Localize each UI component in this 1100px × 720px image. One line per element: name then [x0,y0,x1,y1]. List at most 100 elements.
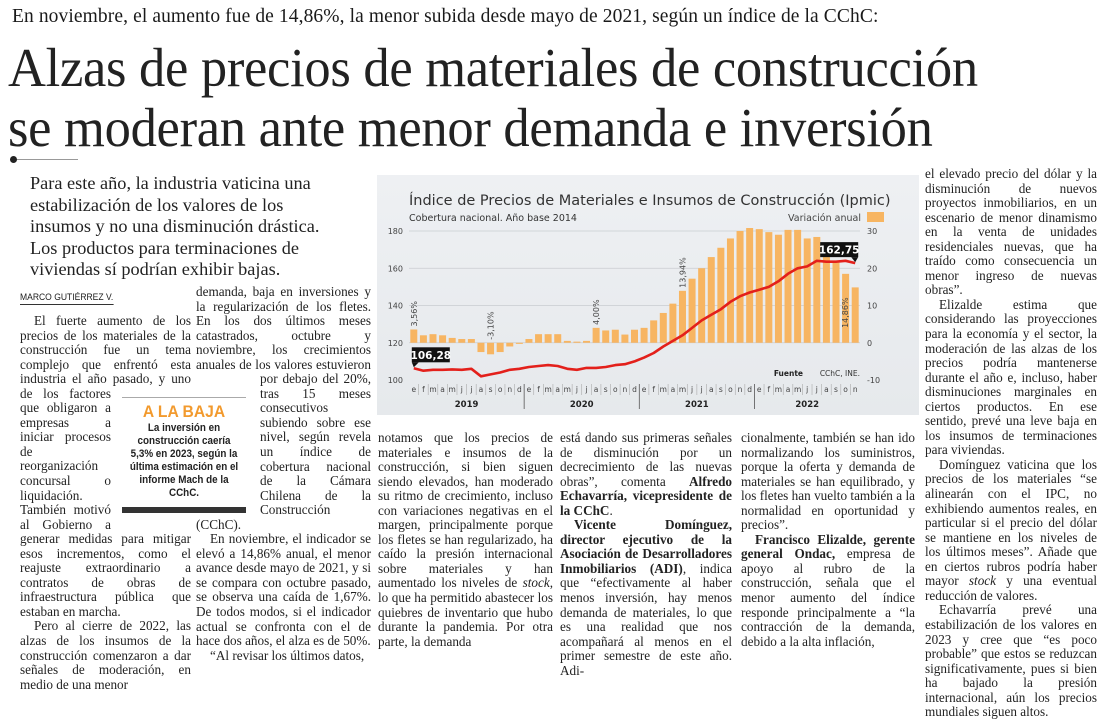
text-run: Echavarría prevé una estabilización de l… [925,602,1097,720]
sidebar-rule [122,507,246,513]
bar [688,278,696,343]
month-label: n [738,385,743,394]
chart: Índice de Precios de Materiales e Insumo… [377,175,919,415]
text-run: notamos que los precios de materiales e … [378,430,553,591]
bar [621,334,629,343]
italic-run: stock [968,573,997,589]
sidebar-heading: A LA BAJA [142,402,226,421]
text-run: Pero al cierre de 2022, las alzas de los… [20,618,191,692]
bar [563,340,571,343]
left-tick-label: 140 [388,302,403,311]
month-label: e [642,385,647,394]
left-tick-label: 100 [388,376,403,385]
bar [487,342,495,355]
italic-run: stock [522,575,550,591]
paragraph: Domínguez vaticina que los precios de lo… [925,456,1097,603]
bar [832,262,840,343]
text-run: Elizalde estima que considerando las pro… [925,296,1097,458]
article-column-4: está dando sus primeras señales de dismi… [560,430,732,678]
year-label: 2021 [685,400,709,410]
bar [813,236,821,343]
text-run: El fuerte aumento de los precios de los … [20,313,191,619]
paragraph: El fuerte aumento de los precios de los … [20,313,191,619]
bar [755,229,763,343]
bar [592,327,600,343]
month-label: e [411,385,416,394]
bar [477,342,485,353]
month-label: o [728,385,733,394]
month-label: j [815,385,818,394]
month-label: s [604,385,608,394]
bar-value-label: 3,56% [410,301,419,327]
year-label: 2019 [455,400,479,410]
month-label: o [498,385,503,394]
paragraph: cionalmente, también se han ido normaliz… [741,430,915,533]
legend-swatch [867,212,884,222]
month-label: a [440,385,445,394]
month-label: n [623,385,628,394]
article-column-5: cionalmente, también se han ido normaliz… [741,430,915,649]
bar [554,334,562,343]
bar [419,335,427,343]
bar [467,339,475,343]
ornament-divider [10,156,78,163]
text-run: demanda, baja en inversiones y la regula… [196,284,371,532]
callout-pointer [851,257,859,263]
bar [458,339,466,343]
month-label: m [660,385,667,394]
paragraph: En noviembre, el indicador se elevó a 14… [196,532,371,648]
byline: MARCO GUTIÉRREZ V. [20,292,114,305]
month-label: f [422,385,425,394]
bar [746,228,754,343]
month-label: f [537,385,540,394]
paragraph: demanda, baja en inversiones y la regula… [196,284,371,532]
headline-line: Alzas de precios de materiales de constr… [8,37,978,98]
text-run: empresa de apoyo al rubro de la construc… [741,546,915,649]
bar [774,234,782,343]
bar-value-label: 14,86% [841,297,850,328]
kicker: En noviembre, el aumento fue de 14,86%, … [12,6,879,27]
bar [429,334,437,343]
month-label: j [805,385,808,394]
deck: Para este año, la industria vaticina una… [30,173,320,280]
chart-title: Índice de Precios de Materiales e Insumo… [409,192,891,209]
paragraph: Echavarría prevé una estabilización de l… [925,603,1097,719]
bar [515,342,523,344]
text-run: cionalmente, también se han ido normaliz… [741,430,915,533]
bar [640,327,648,343]
text-run: “Al revisar los últimos datos, [210,647,365,663]
callout-label: 162,75 [819,245,860,257]
paragraph: Elizalde estima que considerando las pro… [925,296,1097,458]
month-label: m [429,385,436,394]
bar [650,320,658,343]
text-run: está dando sus primeras señales de dismi… [560,430,732,489]
right-tick-label: 0 [867,339,872,348]
bar [544,334,552,343]
text-run: y una eventual reducción de valores. [925,573,1097,603]
chart-svg: Índice de Precios de Materiales e Insumo… [388,192,891,410]
sidebar-text: La inversión en construcción caería 5,3%… [129,422,239,499]
left-tick-label: 180 [388,227,403,236]
bar [410,329,418,343]
text-run: Domínguez vaticina que los precios de lo… [925,456,1097,589]
sidebar-box: A LA BAJA La inversión en construcción c… [122,397,246,513]
bar [669,303,677,343]
month-label: d [747,385,752,394]
bar [535,334,543,343]
month-label: n [853,385,858,394]
paragraph: Francisco Elizalde, gerente general Onda… [741,532,915,649]
bar-value-label: -3,10% [487,311,496,340]
index-line [413,259,856,378]
callout-pointer [411,362,419,368]
month-label: m [544,385,551,394]
headline-line: se moderan ante menor demanda e inversió… [8,97,933,158]
month-label: a [555,385,560,394]
month-label: a [671,385,676,394]
month-label: a [479,385,484,394]
bar [794,229,802,343]
month-label: e [527,385,532,394]
legend-label: Variación anual [788,213,861,224]
bar [439,335,447,343]
callout-box [411,347,450,363]
text-run: , indica que “efectivamente al haber men… [560,560,732,678]
